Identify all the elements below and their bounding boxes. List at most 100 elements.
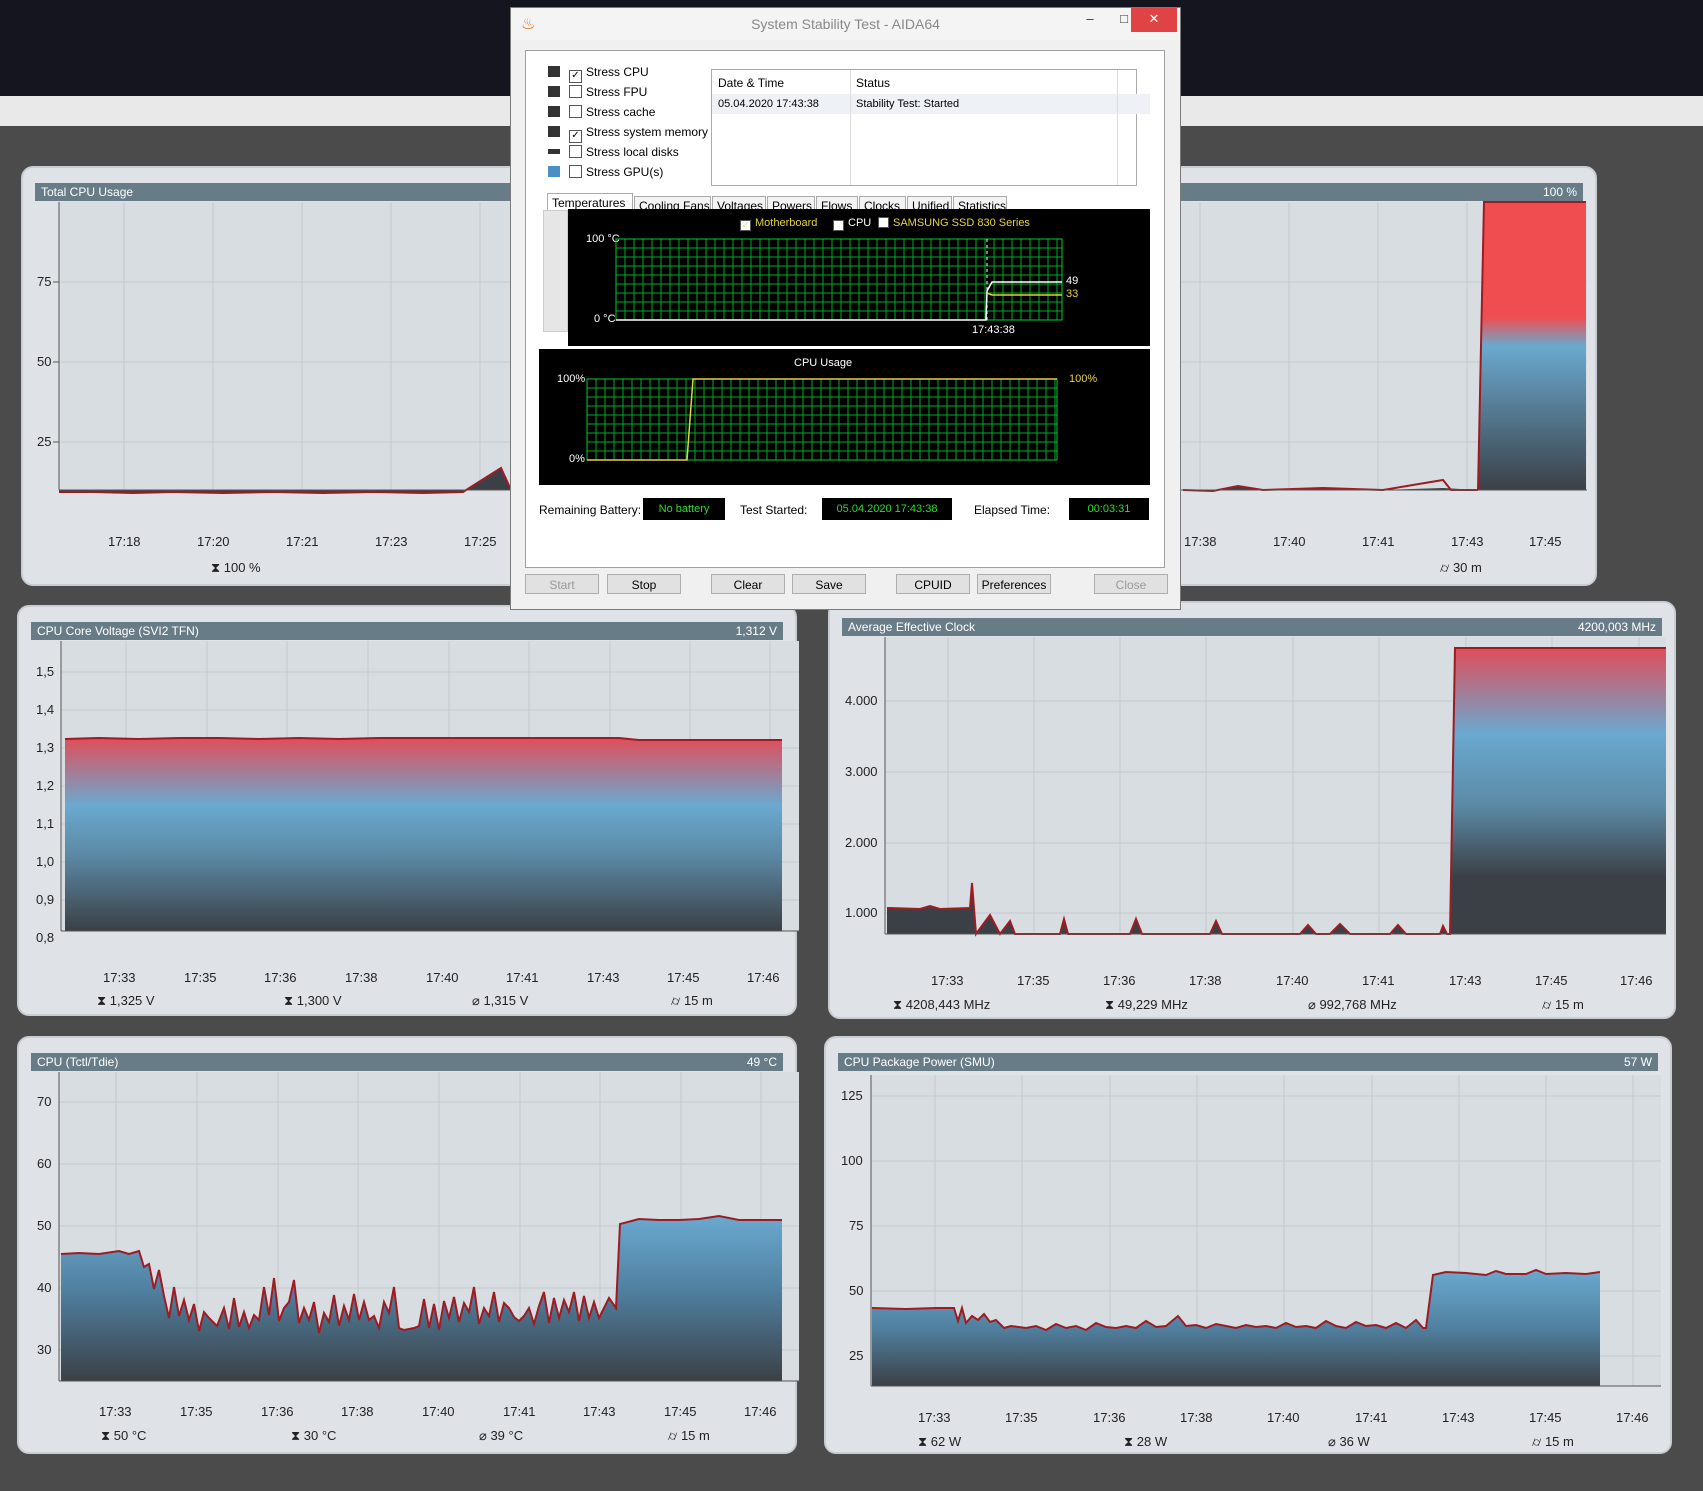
- panel-title-bar: CPU Core Voltage (SVI2 TFN) 1,312 V: [31, 622, 783, 640]
- x-tick: 17:41: [503, 1404, 536, 1419]
- checkbox-label: Stress CPU: [586, 65, 649, 79]
- y-tick: 40: [37, 1280, 52, 1295]
- ssd-checkbox[interactable]: [878, 217, 889, 228]
- panel-title-bar: CPU (Tctl/Tdie) 49 °C: [31, 1053, 783, 1071]
- panel-title-bar: CPU Package Power (SMU) 57 W: [838, 1053, 1658, 1071]
- x-tick: 17:38: [1189, 973, 1222, 988]
- x-tick: 17:40: [1273, 534, 1306, 549]
- y-tick: 75: [37, 274, 52, 289]
- dialog-content: ✓ Stress CPU Stress FPU Stress cache ✓ Str…: [525, 50, 1165, 568]
- legend-label: SAMSUNG SSD 830 Series: [893, 217, 1030, 229]
- x-tick: 17:36: [1093, 1410, 1126, 1425]
- minimize-button[interactable]: –: [1086, 11, 1094, 26]
- x-tick: 17:38: [341, 1404, 374, 1419]
- stress-memory-checkbox[interactable]: ✓: [569, 130, 582, 143]
- disk-icon: [548, 149, 560, 154]
- y-tick: 1,0: [36, 854, 55, 869]
- log-status: Stability Test: Started: [856, 98, 960, 110]
- stat-avg: ⌀ 36 W: [1328, 1434, 1370, 1449]
- y-tick: 25: [37, 434, 52, 449]
- column-header-datetime[interactable]: Date & Time: [718, 76, 785, 90]
- cpuid-button[interactable]: CPUID: [896, 574, 970, 594]
- panel-current-value: 1,312 V: [735, 624, 777, 638]
- y-tick: 2.000: [845, 835, 878, 850]
- panel-current-value: 49 °C: [746, 1055, 777, 1069]
- checkbox-label: Stress GPU(s): [586, 165, 664, 179]
- x-tick: 17:38: [345, 970, 378, 985]
- test-started-label: Test Started:: [740, 503, 808, 517]
- log-row[interactable]: 05.04.2020 17:43:38 Stability Test: Star…: [712, 94, 1150, 114]
- x-tick: 17:45: [1529, 534, 1562, 549]
- battery-value: No battery: [643, 498, 725, 520]
- stat-avg: ⌀ 1,315 V: [472, 993, 529, 1008]
- stat-min: ⧗ 49,229 MHz: [1105, 997, 1188, 1012]
- x-tick: 17:46: [1620, 973, 1653, 988]
- x-tick: 17:46: [747, 970, 780, 985]
- clock-graph: [884, 637, 1666, 937]
- log-header: Date & Time Status: [712, 70, 1136, 95]
- cpu-checkbox[interactable]: ✓: [833, 220, 844, 231]
- panel-current-value: 57 W: [1623, 1055, 1652, 1069]
- y-tick: 70: [37, 1094, 52, 1109]
- y-tick: 1,1: [36, 816, 55, 831]
- legend-ssd[interactable]: SAMSUNG SSD 830 Series: [878, 217, 1030, 229]
- legend-cpu[interactable]: ✓ CPU: [833, 217, 871, 231]
- legend-motherboard[interactable]: ✓ Motherboard: [740, 217, 817, 231]
- usage-grid: [586, 378, 1058, 461]
- stop-button[interactable]: Stop: [607, 574, 681, 594]
- stress-disks-checkbox[interactable]: [569, 145, 582, 158]
- cpu-chip-icon: [548, 66, 560, 77]
- stress-disks-option[interactable]: Stress local disks: [548, 145, 679, 159]
- close-button[interactable]: Close: [1094, 574, 1168, 594]
- stress-memory-option[interactable]: ✓ Stress system memory: [548, 125, 708, 143]
- stat-avg: ⌀ 39 °C: [479, 1428, 524, 1443]
- panel-title: CPU (Tctl/Tdie): [37, 1055, 119, 1069]
- save-button[interactable]: Save: [792, 574, 866, 594]
- stat-max: ⧗ 100 %: [211, 560, 261, 575]
- stress-cache-checkbox[interactable]: [569, 105, 582, 118]
- stress-cache-option[interactable]: Stress cache: [548, 105, 655, 119]
- panel-cpu-temperature: CPU (Tctl/Tdie) 49 °C 70 60 50 40 30 17:…: [17, 1036, 799, 1454]
- y-tick: 50: [849, 1283, 864, 1298]
- column-header-status[interactable]: Status: [856, 76, 891, 90]
- stress-cpu-option[interactable]: ✓ Stress CPU: [548, 65, 649, 83]
- clear-button[interactable]: Clear: [711, 574, 785, 594]
- stress-cpu-checkbox[interactable]: ✓: [569, 70, 582, 83]
- temp-axis-top: 100 °C: [586, 233, 620, 245]
- stat-duration: ⌭ 15 m: [671, 993, 713, 1008]
- preferences-button[interactable]: Preferences: [977, 574, 1051, 594]
- usage-current-value: 100%: [1069, 373, 1098, 385]
- y-tick: 0,9: [36, 892, 55, 907]
- x-tick: 17:33: [918, 1410, 951, 1425]
- x-tick: 17:43: [1449, 973, 1482, 988]
- y-tick: 4.000: [845, 693, 878, 708]
- close-window-button[interactable]: ✕: [1131, 8, 1177, 32]
- x-tick: 17:35: [1005, 1410, 1038, 1425]
- log-datetime: 05.04.2020 17:43:38: [718, 98, 819, 110]
- temp-marker-time: 17:43:38: [972, 324, 1015, 336]
- x-tick: 17:43: [1451, 534, 1484, 549]
- stat-max: ⧗ 4208,443 MHz: [893, 997, 991, 1012]
- y-tick: 25: [849, 1348, 864, 1363]
- stress-gpu-option[interactable]: Stress GPU(s): [548, 165, 663, 179]
- panel-cpu-core-voltage: CPU Core Voltage (SVI2 TFN) 1,312 V 1,5 …: [17, 605, 799, 1016]
- start-button[interactable]: Start: [525, 574, 599, 594]
- test-started-value: 05.04.2020 17:43:38: [822, 498, 952, 520]
- panel-cpu-package-power: CPU Package Power (SMU) 57 W 125 100 75 …: [824, 1036, 1672, 1454]
- y-tick: 1.000: [845, 905, 878, 920]
- x-tick: 17:40: [422, 1404, 455, 1419]
- y-tick: 0,8: [36, 930, 55, 945]
- stress-fpu-option[interactable]: Stress FPU: [548, 85, 647, 99]
- stress-gpu-checkbox[interactable]: [569, 165, 582, 178]
- power-graph: [870, 1075, 1661, 1387]
- stat-duration: ⌭ 15 m: [668, 1428, 710, 1443]
- memory-icon: [548, 126, 560, 137]
- motherboard-checkbox[interactable]: ✓: [740, 220, 751, 231]
- x-tick: 17:45: [667, 970, 700, 985]
- window-title-bar[interactable]: ♨ System Stability Test - AIDA64 – □ ✕: [511, 8, 1180, 40]
- maximize-button[interactable]: □: [1120, 11, 1128, 26]
- graph-scrollbar[interactable]: [543, 210, 568, 332]
- stat-avg: ⌀ 992,768 MHz: [1308, 997, 1397, 1012]
- panel-title: Total CPU Usage: [41, 185, 134, 199]
- stress-fpu-checkbox[interactable]: [569, 85, 582, 98]
